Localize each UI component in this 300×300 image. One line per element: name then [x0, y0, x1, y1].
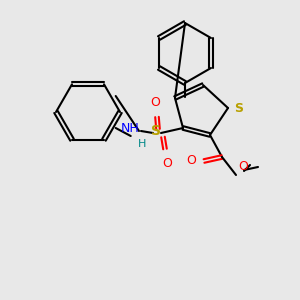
- Text: O: O: [150, 96, 160, 109]
- Text: O: O: [238, 160, 248, 173]
- Text: S: S: [234, 101, 243, 115]
- Text: S: S: [151, 124, 161, 138]
- Text: H: H: [138, 139, 146, 149]
- Text: O: O: [162, 157, 172, 170]
- Text: NH: NH: [120, 122, 139, 136]
- Text: O: O: [186, 154, 196, 167]
